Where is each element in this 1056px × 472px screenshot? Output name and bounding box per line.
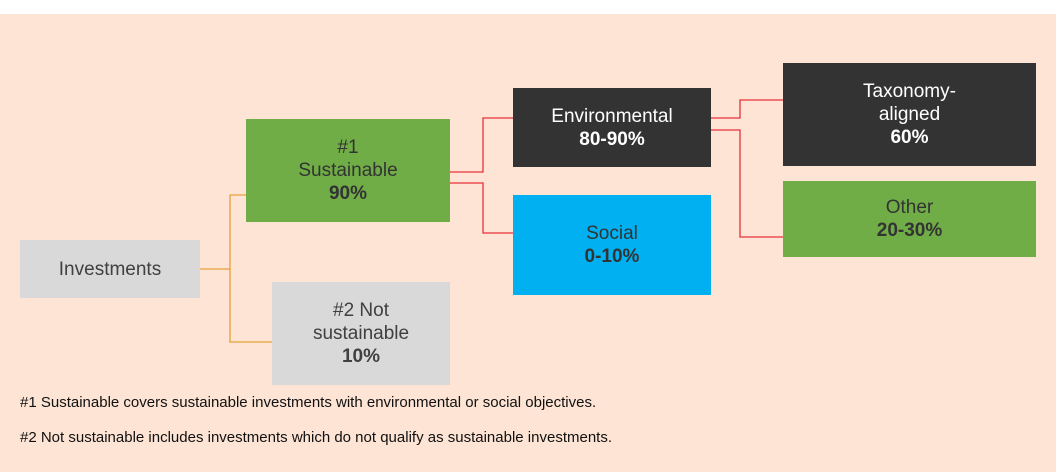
footnote: #2 Not sustainable includes investments … xyxy=(20,429,612,446)
connector xyxy=(200,194,246,270)
node-box: #2 Not sustainable 10% xyxy=(272,282,450,385)
node-value: 10% xyxy=(341,346,381,367)
node-box: Investments xyxy=(20,240,200,298)
node-label: Other xyxy=(885,197,934,218)
node-value: 20-30% xyxy=(876,220,943,241)
connectors xyxy=(200,99,783,343)
page: Investments #1 Sustainable 90% #2 Not sustain… xyxy=(0,14,1056,472)
node-label: #2 Not xyxy=(333,300,389,321)
node-label: Sustainable xyxy=(298,160,398,181)
node-box: #1 Sustainable 90% xyxy=(246,119,450,222)
node-box: Environmental 80-90% xyxy=(513,88,711,167)
node-label: #1 xyxy=(337,137,359,158)
node-value: 80-90% xyxy=(579,128,645,150)
node-value: 60% xyxy=(890,127,929,148)
node-label: aligned xyxy=(878,104,941,125)
connector xyxy=(229,269,272,343)
node-box: Other 20-30% xyxy=(783,181,1036,257)
node-label: Investments xyxy=(58,258,162,280)
connector xyxy=(450,117,513,173)
footnote: #1 Sustainable covers sustainable invest… xyxy=(20,394,597,411)
node-label: Taxonomy- xyxy=(863,81,956,102)
connector xyxy=(711,99,783,119)
node-value: 90% xyxy=(328,183,368,204)
node-label: Social xyxy=(586,223,638,244)
connector xyxy=(711,129,783,238)
node-label: sustainable xyxy=(312,323,410,344)
node-box: Social 0-10% xyxy=(513,195,711,295)
node-box: Taxonomy-aligned 60% xyxy=(783,63,1036,166)
node-label: Environmental xyxy=(551,105,673,127)
node-value: 0-10% xyxy=(584,246,640,267)
red-connector xyxy=(450,99,783,238)
orange-connector xyxy=(200,194,272,343)
connector xyxy=(450,182,513,234)
